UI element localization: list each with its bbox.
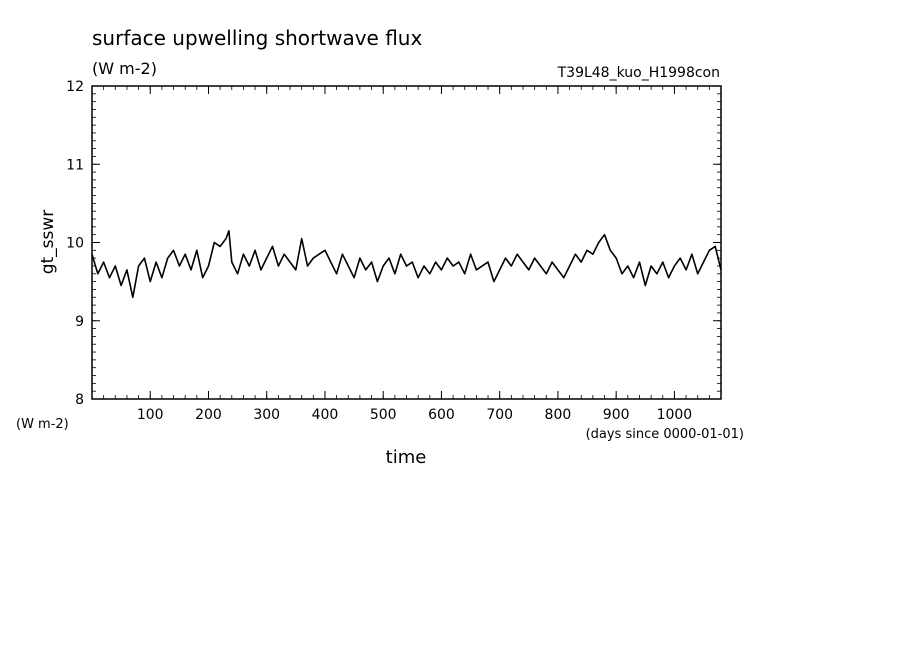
x-tick-label: 300 <box>253 407 280 423</box>
x-tick-label: 100 <box>137 407 164 423</box>
y-tick-label: 12 <box>66 79 84 95</box>
x-tick-labels: 100 200 300 400 500 600 700 800 900 1000 <box>137 407 692 423</box>
data-series <box>91 230 722 299</box>
x-tick-label: 500 <box>370 407 397 423</box>
x-tick-label: 1000 <box>657 407 693 423</box>
x-tick-label: 900 <box>603 407 630 423</box>
x-axis-label: time <box>386 447 427 468</box>
chart-subtitle: (W m-2) <box>92 59 157 78</box>
tick-marks <box>92 85 721 400</box>
chart-title: surface upwelling shortwave flux <box>92 26 422 50</box>
x-tick-label: 800 <box>545 407 572 423</box>
experiment-label: T39L48_kuo_H1998con <box>557 65 720 81</box>
y-tick-label: 11 <box>66 157 84 173</box>
y-tick-label: 8 <box>75 392 84 408</box>
x-tick-label: 200 <box>195 407 222 423</box>
plot-frame <box>91 85 722 400</box>
y-unit-label: (W m-2) <box>16 417 69 432</box>
y-axis-label: gt_sswr <box>38 210 58 275</box>
series-line <box>91 230 722 299</box>
y-tick-label: 10 <box>66 236 84 252</box>
y-tick-label: 9 <box>75 314 84 330</box>
x-tick-label: 600 <box>428 407 455 423</box>
x-tick-label: 700 <box>486 407 513 423</box>
x-tick-label: 400 <box>312 407 339 423</box>
x-unit-label: (days since 0000-01-01) <box>586 427 744 442</box>
y-tick-labels: 8 9 10 11 12 <box>66 79 84 408</box>
